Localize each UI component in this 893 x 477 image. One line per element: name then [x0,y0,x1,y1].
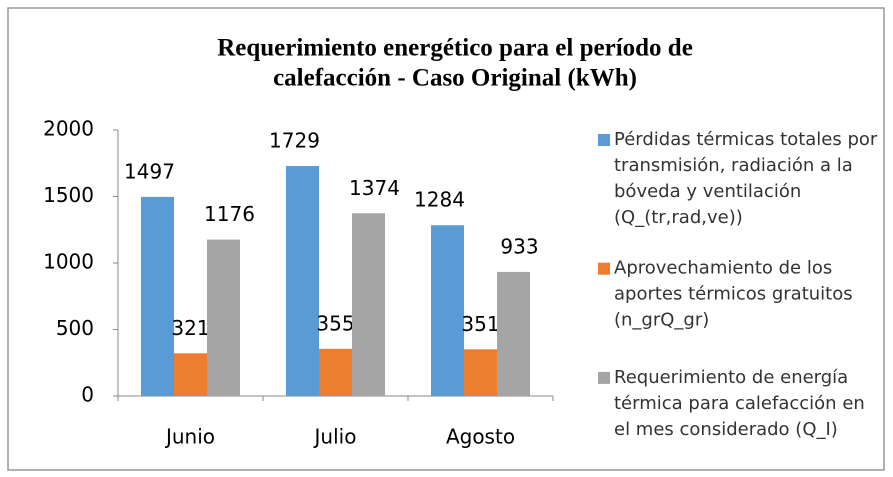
data-label: 1497 [124,159,175,183]
bar [286,166,319,396]
data-label: 1374 [349,176,400,200]
data-label: 933 [500,234,538,258]
bar [464,349,497,396]
data-label: 1729 [269,129,320,153]
legend-line: bóveda y ventilación [614,181,801,202]
chart-title: Requerimiento energético para el período… [217,35,693,62]
legend-line: (Q_(tr,rad,ve)) [614,207,743,228]
x-tick-label: Julio [313,425,357,449]
legend-swatch [598,134,610,146]
legend-swatch [598,371,610,384]
legend-line: (n_grQ_gr) [614,310,709,331]
legend-label: Requerimiento de energía térmica para cal… [614,367,865,440]
x-tick-label: Agosto [446,425,515,449]
bar [141,196,174,396]
legend-line: térmica para calefacción en [614,393,865,414]
data-label: 1284 [414,188,465,212]
legend-label: Aprovechamiento de los aportes térmicos g… [614,258,853,331]
bar [497,271,530,396]
x-tick-label: Junio [164,425,215,449]
y-tick-label: 1500 [43,183,94,207]
data-label: 321 [171,316,209,340]
legend-line: Pérdidas térmicas totales por [614,129,878,150]
data-label: 355 [316,311,354,335]
data-label: 1176 [204,202,255,226]
y-tick-label: 500 [56,316,94,340]
y-tick-label: 1000 [43,250,94,274]
legend-swatch [598,262,610,275]
legend-line: transmisión, radiación a la [614,155,853,176]
legend-line: Requerimiento de energía [614,367,848,388]
legend-label: Pérdidas térmicas totales por transmisión… [614,129,878,228]
legend-line: el mes considerado (Q_I) [614,419,838,440]
bar [174,353,207,396]
bar [207,239,240,396]
y-tick-label: 2000 [43,117,94,141]
legend-line: Aprovechamiento de los [614,258,832,279]
legend-line: aportes térmicos gratuitos [614,284,853,305]
y-tick-label: 0 [81,383,94,407]
bar [352,213,385,396]
bar [431,225,464,396]
bar [319,348,352,396]
chart-title: calefacción - Caso Original (kWh) [273,65,637,92]
data-label: 351 [461,312,499,336]
